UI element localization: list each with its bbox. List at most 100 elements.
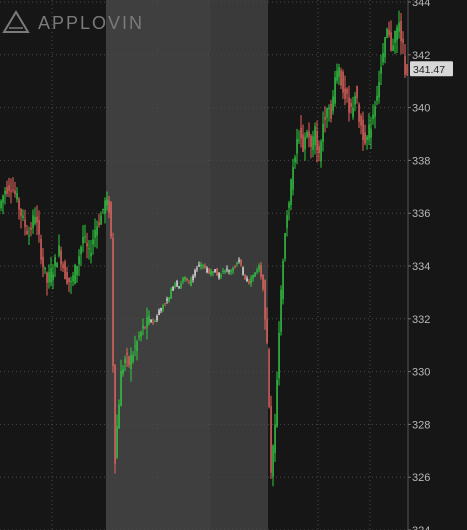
candle-body [116,426,118,458]
y-tick-label: 342 [412,50,430,62]
candle-body [378,82,380,98]
candle-body [76,266,78,275]
candle-body [160,307,162,311]
candle-body [342,71,344,93]
candle-body [12,189,14,191]
candle-body [320,141,322,162]
candle-body [290,179,292,205]
candle-body [120,370,122,407]
candle-body [162,305,164,310]
candle-body [400,20,402,42]
candle-body [356,85,358,99]
candle-body [226,268,228,270]
candle-body [284,232,286,259]
candle-body [270,406,272,473]
candle-body [154,321,156,323]
candle-body [158,310,160,315]
candle-body [370,129,372,138]
candle-body [352,108,354,117]
candle-body [130,355,132,369]
candle-body [278,333,280,379]
candle-body [208,268,210,274]
candle-body [32,215,34,229]
candle-body [396,27,398,41]
candle-body [368,124,370,140]
candle-body [54,257,56,267]
applovin-logo-icon [2,10,30,33]
candle-body [184,277,186,280]
candle-body [50,268,52,283]
candle-body [264,280,266,320]
candle-body [164,303,166,305]
candle-body [250,278,252,284]
candle-body [166,298,168,301]
candle-body [70,281,72,283]
candle-body [94,229,96,238]
candle-body [398,22,400,32]
candle-body [372,114,374,119]
candle-body [72,275,74,282]
candle-body [52,273,54,280]
candle-body [182,277,184,282]
candle-body [218,272,220,279]
candle-body [326,107,328,118]
candle-body [402,38,404,43]
candle-body [386,28,388,39]
candle-body [334,77,336,104]
candle-body [406,64,408,74]
y-tick-label: 344 [412,0,430,9]
candle-body [196,268,198,270]
candle-body [230,270,232,272]
candle-body [86,243,88,247]
candle-body [234,266,236,268]
y-tick-label: 338 [412,155,430,167]
candle-body [202,264,204,267]
candle-body [18,199,20,210]
candle-body [34,217,36,224]
candle-body [180,283,182,288]
candle-body [210,270,212,275]
candle-body [216,268,218,276]
candle-body [220,275,222,277]
candle-body [242,267,244,275]
candle-body [6,187,8,194]
candle-body [376,95,378,101]
candle-body [48,272,50,283]
candle-body [122,369,124,374]
candle-body [324,117,326,120]
y-tick-label: 330 [412,367,430,379]
candle-body [112,238,114,366]
candle-body [78,256,80,265]
candle-body [82,236,84,244]
candle-body [146,317,148,328]
candle-body [362,119,364,140]
candle-body [10,190,12,192]
y-tick-label: 326 [412,472,430,484]
candle-body [204,265,206,269]
candle-body [102,209,104,211]
candle-body [294,157,296,163]
y-tick-label: 332 [412,314,430,326]
candle-body [114,364,116,464]
candle-body [138,335,140,337]
candle-body [4,190,6,195]
candle-body [246,278,248,282]
candle-body [252,274,254,279]
candle-body [330,103,332,119]
candle-body [74,264,76,284]
candle-body [150,319,152,323]
candle-body [126,352,128,355]
candle-body [358,104,360,122]
candle-body [104,200,106,214]
candle-body [140,332,142,337]
candle-body [176,281,178,287]
y-tick-label: 336 [412,208,430,220]
candle-body [236,262,238,264]
candle-body [56,263,58,268]
candle-body [16,192,18,200]
candle-body [338,67,340,77]
candle-body [96,226,98,236]
candle-body [172,286,174,291]
